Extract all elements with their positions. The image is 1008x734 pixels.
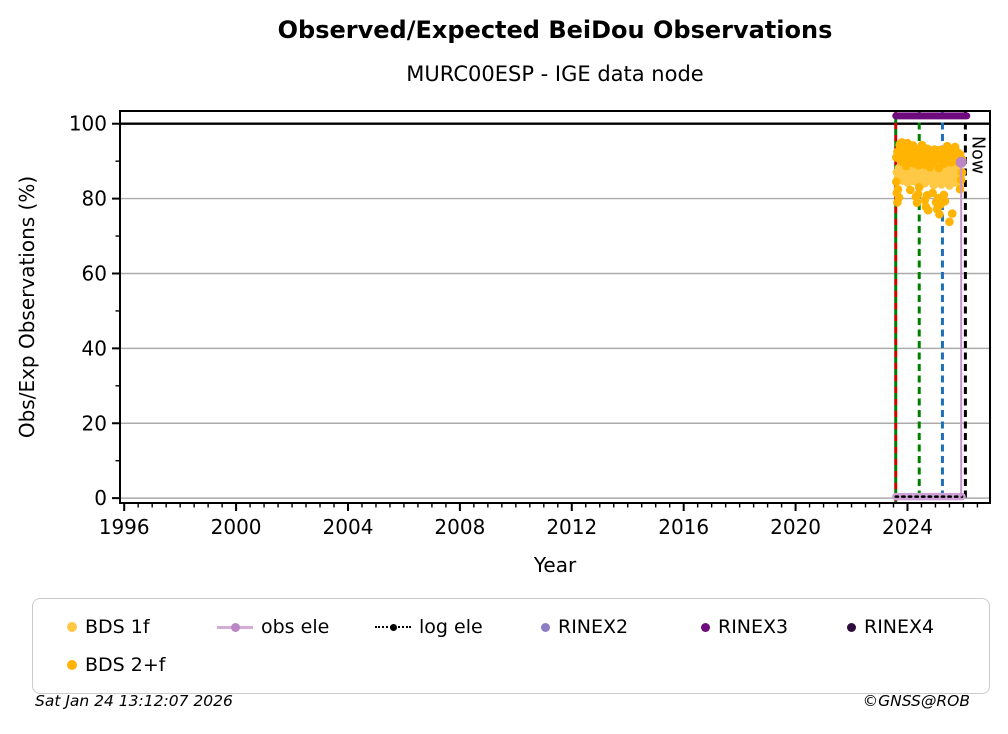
y-tick-label: 60 <box>82 261 107 285</box>
x-tick-label: 2004 <box>323 515 374 539</box>
bds-2f-marker-icon <box>67 660 77 670</box>
legend-label: obs ele <box>261 616 330 638</box>
rinex4-marker-icon <box>847 622 856 632</box>
copyright: ©GNSS@ROB <box>862 692 970 710</box>
scatter-point <box>942 141 952 151</box>
scatter-point <box>955 184 965 194</box>
legend-label: log ele <box>419 616 483 638</box>
scatter-point <box>894 193 904 202</box>
y-tick-label: 20 <box>82 411 107 435</box>
legend-label: RINEX3 <box>718 616 789 638</box>
scatter-point <box>939 190 949 200</box>
scatter-point <box>950 142 960 152</box>
legend-item-log-ele: log ele <box>375 616 541 638</box>
now-label: Now <box>967 136 987 174</box>
y-tick-label: 100 <box>69 112 107 136</box>
x-tick-label: 2000 <box>211 515 262 539</box>
scatter-point <box>928 188 937 198</box>
x-tick-label: 2024 <box>882 515 933 539</box>
rinex3-marker-icon <box>701 622 710 632</box>
legend: BDS 1f obs ele log ele RINEX2 RINEX3 RIN… <box>32 598 990 694</box>
chart-title: Observed/Expected BeiDou Observations <box>277 16 833 44</box>
timestamp: Sat Jan 24 13:12:07 2026 <box>35 692 233 710</box>
legend-item-bds-2f: BDS 2+f <box>67 654 217 676</box>
tick-labels: 1996 2000 2004 2008 2012 2016 2020 2024 0 20 40 60 8… <box>69 112 933 539</box>
scatter-point <box>905 185 915 195</box>
scatter-point <box>923 205 933 215</box>
scatter-point <box>891 177 901 187</box>
plot-frame <box>119 110 991 504</box>
legend-item-rinex4: RINEX4 <box>847 616 989 638</box>
legend-label: BDS 2+f <box>85 654 166 676</box>
x-tick-label: 2012 <box>546 515 597 539</box>
scatter-point <box>908 141 918 150</box>
legend-item-bds-1f: BDS 1f <box>67 616 217 638</box>
scatter-point <box>912 198 922 208</box>
bds-1f-marker-icon <box>67 622 77 632</box>
scatter-point <box>893 184 903 194</box>
legend-item-obs-ele: obs ele <box>217 616 375 638</box>
x-tick-label: 2016 <box>658 515 709 539</box>
scatter-point <box>945 217 954 227</box>
data-layer <box>891 112 971 501</box>
y-tick-label: 40 <box>82 336 107 360</box>
log-ele-marker-icon <box>375 621 411 633</box>
x-axis-label: Year <box>533 553 577 577</box>
scatter-series-BDS-2-f <box>891 138 967 227</box>
scatter-point <box>914 183 924 192</box>
legend-item-rinex3: RINEX3 <box>701 616 847 638</box>
x-tick-label: 2008 <box>434 515 485 539</box>
gridlines <box>120 197 990 499</box>
scatter-point <box>940 196 950 206</box>
obs-ele-spike-marker <box>955 156 967 168</box>
scatter-point <box>917 140 927 150</box>
x-tick-label: 2020 <box>770 515 821 539</box>
legend-item-rinex2: RINEX2 <box>541 616 701 638</box>
x-tick-label: 1996 <box>99 515 150 539</box>
legend-label: BDS 1f <box>85 616 150 638</box>
chart-subtitle: MURC00ESP - IGE data node <box>406 62 704 86</box>
ticks <box>112 122 979 511</box>
scatter-point <box>947 209 957 218</box>
y-tick-label: 80 <box>82 187 107 211</box>
obs-ele-marker-icon <box>217 621 253 633</box>
y-tick-label: 0 <box>94 486 107 510</box>
scatter-point <box>913 189 923 199</box>
rinex2-marker-icon <box>541 622 550 632</box>
legend-label: RINEX2 <box>558 616 629 638</box>
scatter-point <box>935 210 944 219</box>
legend-label: RINEX4 <box>864 616 935 638</box>
